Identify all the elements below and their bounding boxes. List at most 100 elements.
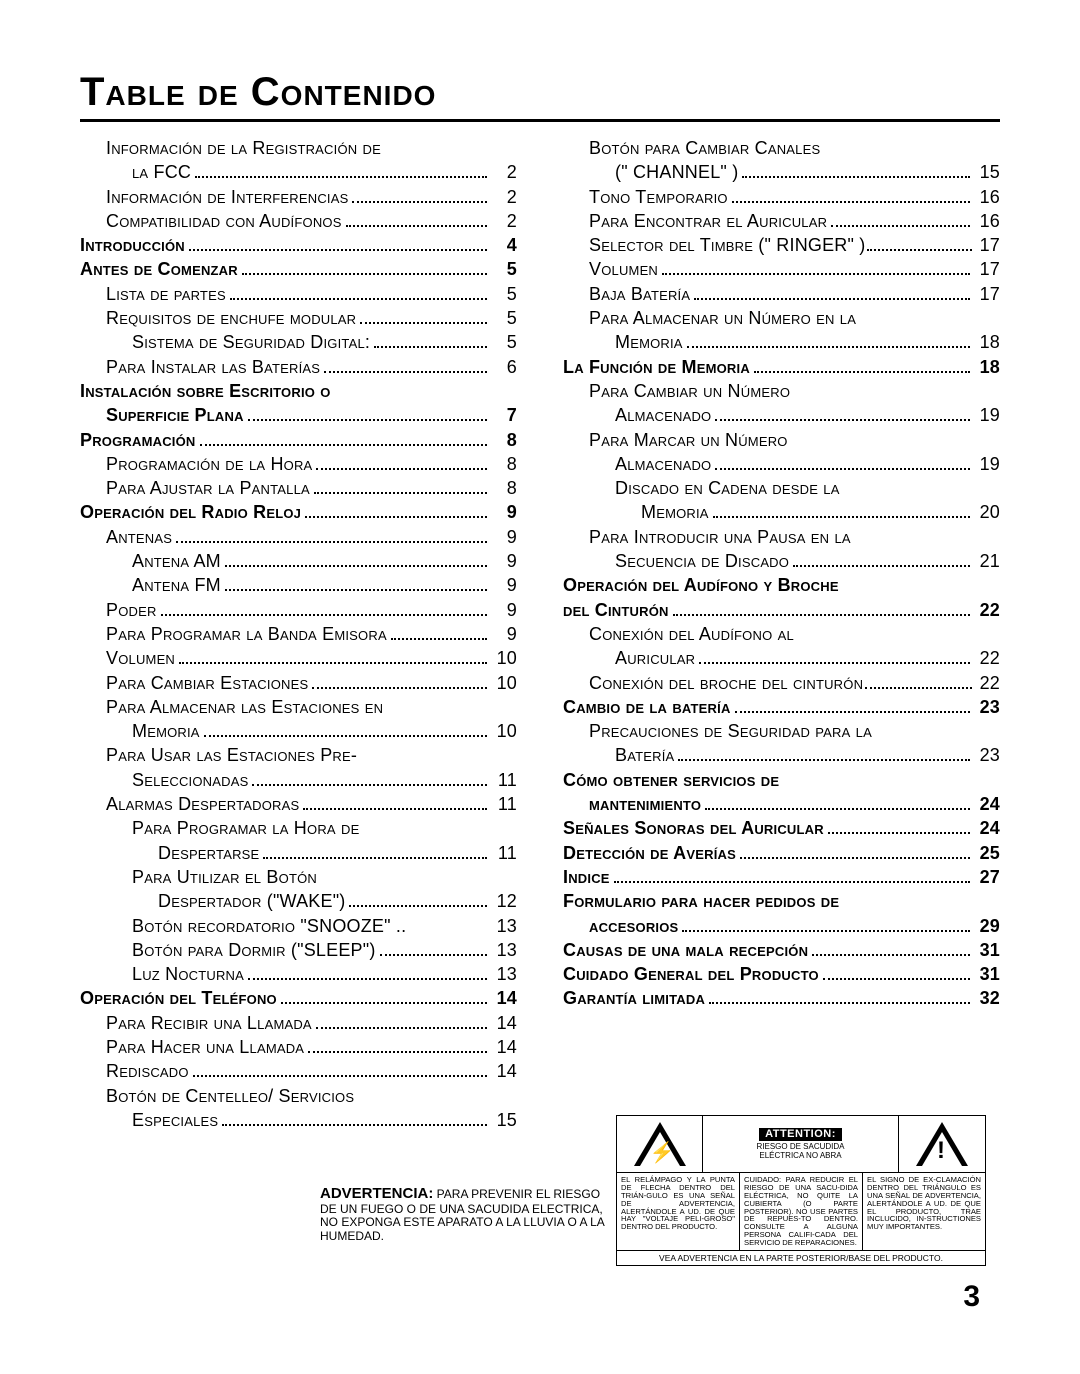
toc-page: 15: [974, 160, 1000, 184]
attention-cell: ATTENTION: RIESGO DE SACUDIDA ELÉCTRICA …: [703, 1116, 899, 1172]
toc-leader: [316, 455, 487, 469]
toc-label: Detección de Averías: [563, 841, 736, 865]
toc-row: Especiales15: [80, 1108, 517, 1132]
toc-page: 25: [974, 841, 1000, 865]
warning-triangle-excl: [899, 1116, 985, 1172]
toc-page: 14: [491, 1011, 517, 1035]
toc-label: Cambio de la batería: [563, 695, 731, 719]
page-title: Table de Contenido: [80, 70, 1000, 115]
toc-page: 22: [974, 646, 1000, 670]
toc-leader: [225, 577, 487, 591]
toc-right-column: Botón para Cambiar Canales(" CHANNEL" )1…: [563, 136, 1000, 1132]
toc-row: Rediscado14: [80, 1059, 517, 1083]
toc-leader: [687, 334, 970, 348]
toc-label: Antes de Comenzar: [80, 257, 238, 281]
toc-page: 4: [491, 233, 517, 257]
toc-row: Información de Interferencias2: [80, 185, 517, 209]
toc-label: Volumen: [589, 257, 658, 281]
toc-row: Para Hacer una Llamada14: [80, 1035, 517, 1059]
toc-page: 6: [491, 355, 517, 379]
toc-page: 9: [491, 622, 517, 646]
toc-page: 31: [974, 938, 1000, 962]
toc-page: 12: [491, 889, 517, 913]
toc-label: Seleccionadas: [132, 768, 248, 792]
toc-row: Auricular22: [563, 646, 1000, 670]
toc-leader: [189, 237, 487, 251]
toc-leader: [682, 917, 970, 931]
toc-row: Cómo obtener servicios de: [563, 768, 1000, 792]
toc-leader: [316, 1014, 487, 1028]
toc-leader: [308, 1039, 487, 1053]
toc-page: 21: [974, 549, 1000, 573]
toc-page: 8: [491, 452, 517, 476]
toc-leader: [705, 796, 970, 810]
toc-page: 22: [974, 671, 1000, 695]
toc-label: Batería: [615, 743, 674, 767]
toc-label: Botón para Dormir ("SLEEP"): [132, 938, 376, 962]
toc-page: 11: [491, 768, 517, 792]
toc-label: Memoria: [615, 330, 683, 354]
toc-row: Selector del Timbre (" RINGER" )17: [563, 233, 1000, 257]
toc-label: Precauciones de Seguridad para la: [589, 719, 872, 743]
toc-label: Alarmas Despertadoras: [106, 792, 299, 816]
toc-label: Para Recibir una Llamada: [106, 1011, 312, 1035]
toc-label: Despertador ("WAKE"): [158, 889, 345, 913]
toc-leader: [281, 990, 487, 1004]
toc-label: La Función de Memoria: [563, 355, 750, 379]
warning-col2: CUIDADO: PARA REDUCIR EL RIESGO DE UNA S…: [740, 1173, 863, 1250]
toc-leader: [831, 213, 970, 227]
toc-row: Para Almacenar las Estaciones en: [80, 695, 517, 719]
toc-row: Antena FM9: [80, 573, 517, 597]
toc-row: Programación de la Hora8: [80, 452, 517, 476]
toc-row: Memoria18: [563, 330, 1000, 354]
toc-leader: [742, 164, 970, 178]
toc-label: Instalación sobre Escritorio o: [80, 379, 331, 403]
toc-label: Sistema de Seguridad Digital:: [132, 330, 370, 354]
toc-page: 7: [491, 403, 517, 427]
toc-row: Luz Nocturna13: [80, 962, 517, 986]
toc-row: Garantía limitada32: [563, 986, 1000, 1010]
toc-leader: [248, 966, 487, 980]
toc-page: 14: [491, 1059, 517, 1083]
toc-page: 16: [974, 185, 1000, 209]
toc-leader: [699, 650, 970, 664]
toc-label: Para Almacenar un Número en la: [589, 306, 856, 330]
toc-label: Para Encontrar el Auricular: [589, 209, 827, 233]
toc-row: Para Almacenar un Número en la: [563, 306, 1000, 330]
toc-leader: [349, 893, 487, 907]
toc-page: 29: [974, 914, 1000, 938]
toc-label: Conexión del Audífono al: [589, 622, 794, 646]
toc-label: Discado en Cadena desde la: [615, 476, 840, 500]
toc-label: Poder: [106, 598, 157, 622]
toc-label: Especiales: [132, 1108, 218, 1132]
toc-label: Secuencia de Discado: [615, 549, 789, 573]
toc-row: Antes de Comenzar 5: [80, 257, 517, 281]
toc-row: Para Cambiar un Número: [563, 379, 1000, 403]
toc-label: Requisitos de enchufe modular: [106, 306, 356, 330]
toc-row: Discado en Cadena desde la: [563, 476, 1000, 500]
toc-label: Almacenado: [615, 452, 711, 476]
toc-row: Superficie Plana7: [80, 403, 517, 427]
toc-leader: [242, 261, 487, 275]
toc-leader: [312, 674, 487, 688]
toc-label: Introducción: [80, 233, 185, 257]
toc-label: Botón de Centelleo/ Servicios: [106, 1084, 354, 1108]
warning-footer: VEA ADVERTENCIA EN LA PARTE POSTERIOR/BA…: [617, 1250, 985, 1265]
toc-row: Señales Sonoras del Auricular24: [563, 816, 1000, 840]
toc-row: Volumen10: [80, 646, 517, 670]
toc-leader: [222, 1111, 487, 1125]
toc-leader: [324, 358, 487, 372]
toc-leader: [230, 285, 487, 299]
toc-page: 5: [491, 257, 517, 281]
toc-label: Para Ajustar la Pantalla: [106, 476, 310, 500]
toc-label: Señales Sonoras del Auricular: [563, 816, 824, 840]
toc-label: Operación del Teléfono: [80, 986, 277, 1010]
toc-label: Garantía limitada: [563, 986, 705, 1010]
toc-leader: [252, 771, 487, 785]
toc-row: Para Instalar las Baterías6: [80, 355, 517, 379]
toc-row: Memoria10: [80, 719, 517, 743]
toc-row: Volumen17: [563, 257, 1000, 281]
page-number: 3: [963, 1280, 980, 1314]
toc-row: Cambio de la batería23: [563, 695, 1000, 719]
toc-row: Operación del Audífono y Broche: [563, 573, 1000, 597]
